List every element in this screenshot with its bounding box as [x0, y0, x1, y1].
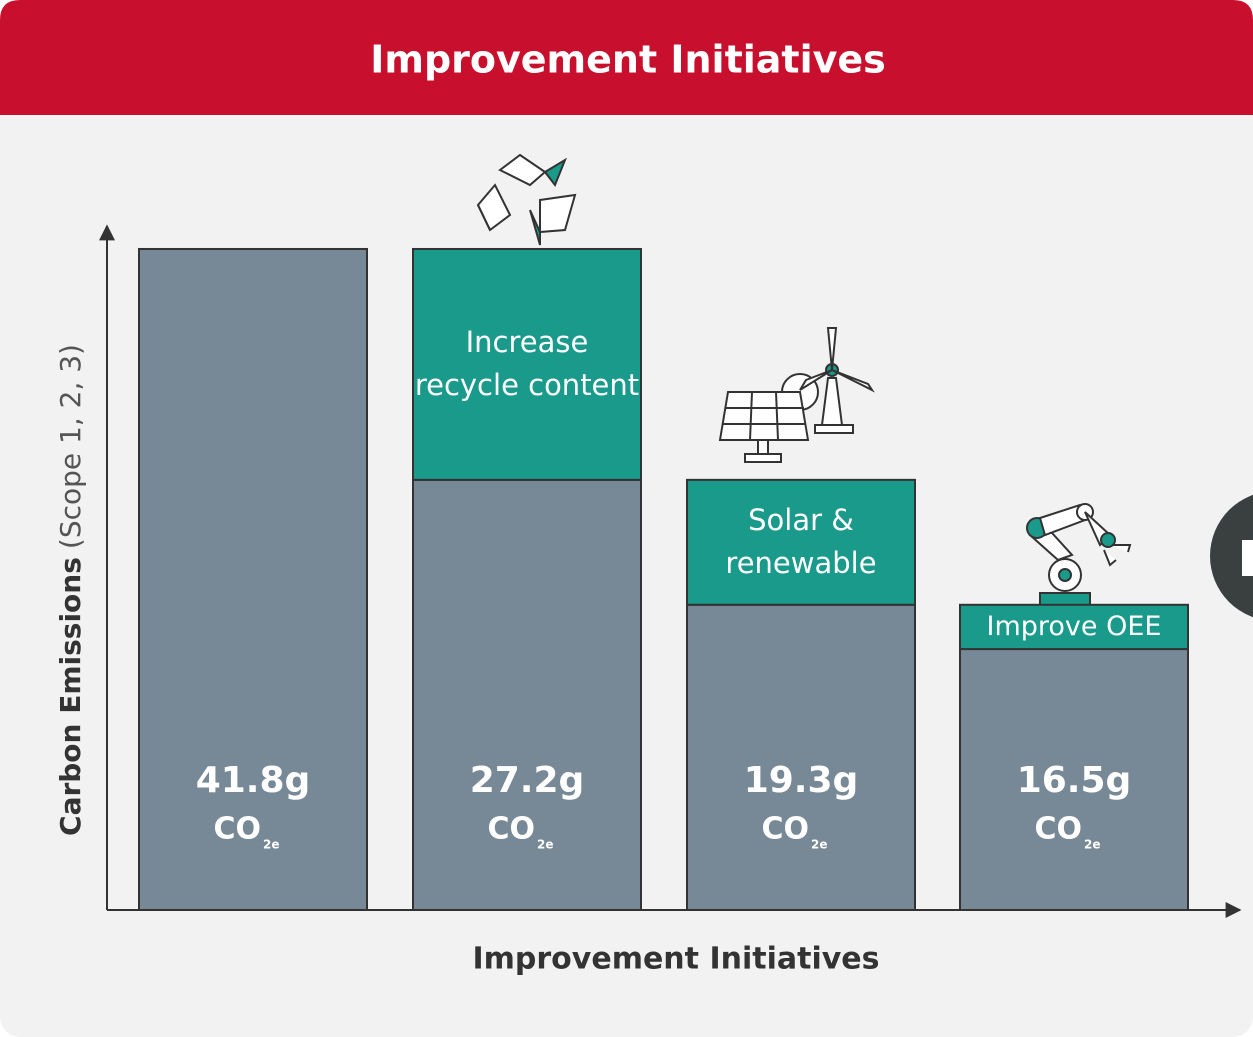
unit-subscript: 2e	[1084, 838, 1101, 852]
side-button-icon	[1242, 540, 1253, 576]
segment-label: Improve OEE	[986, 610, 1162, 642]
solar-wind-icon	[718, 327, 875, 463]
unit-label: CO	[213, 812, 261, 847]
reduction-segment	[686, 478, 916, 606]
y-label-bold: Carbon Emissions	[54, 557, 87, 836]
unit-subscript: 2e	[811, 838, 828, 852]
reduction-segment	[412, 247, 642, 481]
unit-label: CO	[1034, 812, 1082, 847]
recycle-icon	[476, 153, 577, 246]
header-title: Improvement Initiatives	[370, 38, 886, 82]
side-button[interactable]	[1210, 491, 1253, 621]
segment-label-box: Improve OEE	[986, 610, 1162, 642]
value-label: 41.8g	[196, 760, 311, 801]
bar	[412, 478, 642, 911]
header-bar	[0, 0, 1253, 115]
reduction-segment	[959, 603, 1189, 651]
segment-label-box: Increase recycle content	[414, 324, 640, 403]
y-axis-label: Carbon Emissions (Scope 1, 2, 3)	[54, 344, 87, 836]
unit-subscript: 2e	[263, 838, 280, 852]
segment-label-box: Solar & renewable	[725, 502, 877, 581]
segment-label: Solar & renewable	[725, 502, 877, 581]
robot-icon	[1026, 503, 1132, 606]
segment-label: Increase recycle content	[414, 324, 640, 403]
unit-label: CO	[761, 812, 809, 847]
x-axis-label: Improvement Initiatives	[472, 942, 879, 977]
bar	[686, 603, 916, 911]
unit-subscript: 2e	[537, 838, 554, 852]
unit-label: CO	[487, 812, 535, 847]
value-label: 27.2g	[470, 760, 585, 801]
bar	[959, 648, 1189, 911]
value-label: 19.3g	[744, 760, 859, 801]
y-label-rest: (Scope 1, 2, 3)	[54, 344, 87, 549]
bar	[138, 247, 368, 911]
value-label: 16.5g	[1017, 760, 1132, 801]
